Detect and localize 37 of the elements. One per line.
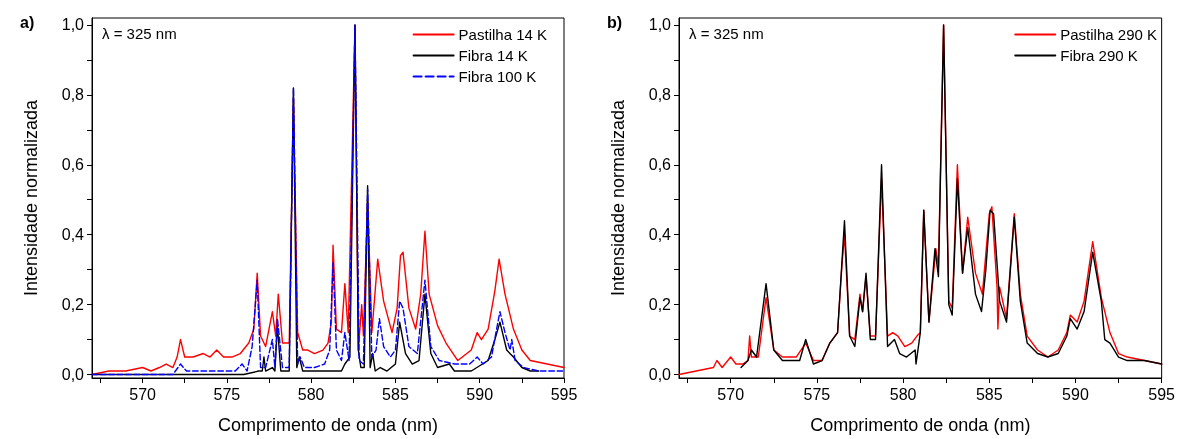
y-axis-title: Intensidade normalizada [607,98,628,297]
legend-label: Fibra 100 K [458,68,537,85]
chart-title: a) [20,13,35,31]
y-tick-label: 0,0 [61,366,85,383]
x-axis-title: Comprimento de onda (nm) [217,415,439,435]
x-tick-label: 575 [213,385,241,403]
x-tick-label: 585 [975,385,1003,403]
x-axis-title: Comprimento de onda (nm) [809,415,1030,435]
x-tick-label: 570 [129,385,157,403]
legend-label: Fibra 290 K [1059,47,1138,64]
y-tick-label: 0,0 [648,366,671,383]
y-tick-label: 1,0 [61,16,85,34]
x-tick-label: 590 [1061,385,1089,403]
chart-title: b) [606,13,622,31]
legend-label: Fibra 14 K [458,47,528,64]
legend-label: Pastilha 14 K [458,26,547,43]
y-tick-label: 0,8 [648,86,671,104]
y-tick-label: 0,4 [61,226,85,244]
y-tick-label: 1,0 [648,16,671,34]
y-axis-title: Intensidade normalizada [21,98,41,297]
annotation: λ = 325 nm [102,25,177,42]
x-tick-label: 585 [382,385,409,403]
annotation: λ = 325 nm [688,25,764,42]
x-tick-label: 590 [466,385,494,403]
x-tick-label: 595 [1147,385,1175,403]
y-tick-label: 0,8 [61,86,85,104]
y-tick-label: 0,2 [61,296,85,314]
y-tick-label: 0,6 [61,156,85,174]
y-tick-label: 0,2 [648,296,671,314]
x-tick-label: 575 [803,385,830,403]
x-tick-label: 580 [889,385,917,403]
y-tick-label: 0,4 [648,226,671,244]
legend-label: Pastilha 290 K [1059,26,1157,43]
x-tick-label: 595 [550,385,578,403]
x-tick-label: 570 [716,385,744,403]
x-tick-label: 580 [297,385,325,403]
y-tick-label: 0,6 [648,156,671,174]
